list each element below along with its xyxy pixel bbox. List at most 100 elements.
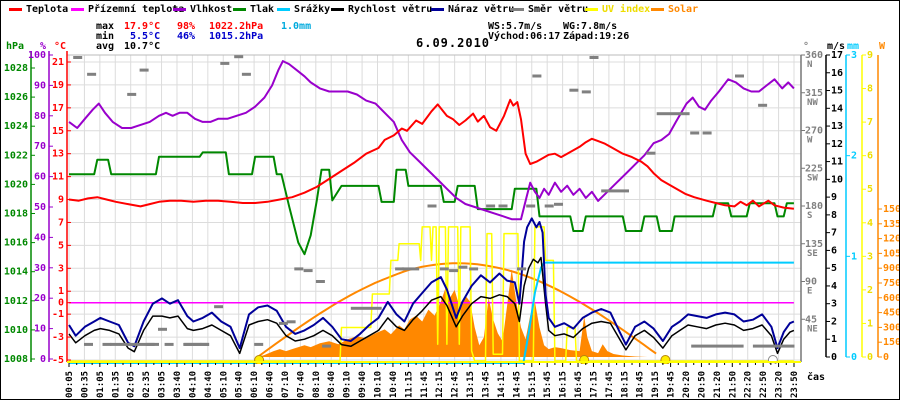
svg-text:12:45: 12:45: [451, 371, 461, 398]
series-uv_index: [69, 226, 794, 362]
svg-text:14:45: 14:45: [512, 371, 522, 398]
legend-item-2: Přízemní teplota: [71, 4, 184, 15]
legend-label: Náraz větru: [448, 4, 515, 15]
svg-text:14: 14: [831, 103, 843, 114]
chart-legend: Teplota Přízemní teplota Vlhkost Tlak Srážky…: [1, 4, 899, 16]
svg-text:1010: 1010: [4, 325, 28, 336]
svg-text:mm: mm: [847, 41, 859, 52]
series-humidity: [68, 60, 795, 221]
svg-text:00:05: 00:05: [65, 371, 75, 398]
svg-text:09:40: 09:40: [358, 371, 368, 398]
svg-text:23:20: 23:20: [775, 371, 785, 398]
svg-text:11:15: 11:15: [404, 371, 414, 398]
svg-text:9: 9: [867, 50, 873, 61]
svg-text:1016: 1016: [4, 238, 28, 249]
stat-min-hum: 46%: [177, 31, 196, 42]
svg-text:1018: 1018: [4, 209, 28, 220]
svg-text:8: 8: [867, 84, 873, 95]
svg-text:360: 360: [805, 50, 823, 61]
svg-text:1200: 1200: [883, 234, 900, 245]
svg-text:-3: -3: [52, 332, 64, 343]
legend-label: Teplota: [26, 4, 69, 15]
svg-text:NE: NE: [807, 324, 818, 334]
legend-color-dash: [173, 8, 186, 11]
stat-wind-speed-max: WS:5.7m/s: [488, 21, 543, 32]
svg-text:50: 50: [34, 202, 46, 213]
svg-text:1008: 1008: [4, 354, 28, 365]
svg-text:1020: 1020: [4, 179, 28, 190]
svg-text:2: 2: [851, 151, 857, 162]
stat-sunset: Západ:19:26: [563, 31, 630, 42]
legend-item-9: UV index: [585, 4, 650, 15]
time-axis-label: čas: [807, 372, 826, 383]
svg-text:5: 5: [58, 240, 64, 251]
svg-text:N: N: [807, 60, 812, 70]
svg-text:06:40: 06:40: [266, 371, 276, 398]
svg-text:90: 90: [805, 277, 817, 288]
svg-text:16:45: 16:45: [574, 371, 584, 398]
svg-text:1050: 1050: [883, 248, 900, 259]
svg-text:17: 17: [52, 103, 64, 114]
svg-text:02:05: 02:05: [127, 371, 137, 398]
legend-item-5: Srážky: [277, 4, 330, 15]
svg-text:14:15: 14:15: [497, 371, 507, 398]
legend-label: Srážky: [294, 4, 331, 15]
svg-text:270: 270: [805, 126, 823, 137]
svg-text:60: 60: [34, 172, 46, 183]
svg-text:0: 0: [867, 352, 873, 363]
svg-text:07:40: 07:40: [296, 371, 306, 398]
svg-text:11: 11: [52, 172, 64, 183]
svg-text:1: 1: [831, 334, 837, 345]
svg-text:23:50: 23:50: [790, 371, 800, 398]
svg-text:13: 13: [831, 121, 843, 132]
svg-text:15:15: 15:15: [528, 371, 538, 398]
svg-text:3: 3: [867, 251, 873, 262]
svg-text:180: 180: [805, 201, 823, 212]
svg-text:09:10: 09:10: [343, 371, 353, 398]
svg-text:04:10: 04:10: [188, 371, 198, 398]
svg-text:10:40: 10:40: [389, 371, 399, 398]
svg-text:0: 0: [851, 352, 857, 363]
legend-color-dash: [277, 8, 290, 11]
svg-text:1012: 1012: [4, 296, 28, 307]
legend-color-dash: [651, 8, 664, 11]
svg-text:W: W: [807, 136, 813, 146]
series-temperature: [68, 98, 795, 210]
svg-text:1: 1: [58, 286, 64, 297]
svg-text:m/s: m/s: [827, 41, 845, 52]
svg-text:19: 19: [52, 80, 64, 91]
svg-text:°C: °C: [54, 41, 66, 52]
svg-text:3: 3: [58, 263, 64, 274]
svg-text:1: 1: [851, 251, 857, 262]
svg-text:SE: SE: [807, 249, 818, 259]
svg-text:SW: SW: [807, 173, 818, 183]
stat-wind-gust-max: WG:7.8m/s: [563, 21, 618, 32]
stat-avg-temp: 10.7°C: [124, 41, 161, 52]
series-wind-direction: [73, 55, 795, 348]
svg-text:10: 10: [831, 174, 843, 185]
svg-text:03:05: 03:05: [158, 371, 168, 398]
svg-text:2: 2: [831, 316, 837, 327]
svg-text:1024: 1024: [4, 121, 28, 132]
svg-text:4: 4: [867, 218, 873, 229]
svg-text:80: 80: [34, 111, 46, 122]
svg-text:10: 10: [34, 324, 46, 335]
axes: hPa% °C1028102610241022102010181016101410…: [4, 41, 900, 366]
svg-text:1028: 1028: [4, 63, 28, 74]
legend-color-dash: [431, 8, 444, 11]
svg-text:08:40: 08:40: [327, 371, 337, 398]
svg-text:21:50: 21:50: [728, 371, 738, 398]
legend-label: Solar: [668, 4, 699, 15]
svg-text:315: 315: [805, 88, 823, 99]
svg-text:7: 7: [58, 217, 64, 228]
svg-text:E: E: [807, 287, 812, 297]
svg-text:12:15: 12:15: [435, 371, 445, 398]
svg-text:30: 30: [34, 263, 46, 274]
svg-text:18:45: 18:45: [636, 371, 646, 398]
svg-text:05:40: 05:40: [235, 371, 245, 398]
svg-text:7: 7: [831, 228, 837, 239]
svg-text:135: 135: [805, 239, 823, 250]
